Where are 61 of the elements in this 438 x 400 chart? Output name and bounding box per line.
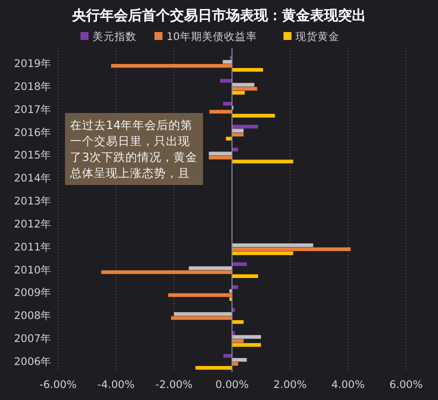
bar	[232, 243, 314, 248]
x-tick-label: -6.00%	[39, 379, 77, 391]
bar	[232, 124, 258, 128]
bar	[232, 343, 261, 347]
y-tick-label: 2012年	[14, 218, 52, 230]
x-tick-label: 2.00%	[273, 379, 307, 391]
legend-label: 美元指数	[92, 30, 136, 43]
bar	[208, 156, 232, 160]
y-tick-label: 2013年	[14, 196, 52, 208]
bar	[232, 308, 235, 312]
y-tick-label: 2006年	[14, 356, 52, 368]
bar	[232, 90, 245, 95]
x-tick-label: -4.00%	[97, 379, 135, 391]
bar	[232, 331, 235, 335]
bar	[232, 160, 294, 164]
bar	[111, 64, 232, 68]
bar	[232, 247, 351, 252]
bar	[232, 339, 244, 343]
legend-label: 现货黄金	[296, 30, 340, 43]
bar	[232, 68, 264, 72]
y-tick-label: 2015年	[14, 150, 52, 162]
bar	[222, 60, 232, 64]
legend-label: 10年期美债收益率	[166, 30, 257, 43]
y-tick-label: 2010年	[14, 264, 52, 276]
bar	[171, 316, 232, 320]
y-tick-label: 2011年	[14, 241, 52, 254]
bar	[101, 270, 232, 274]
y-tick-label: 2018年	[14, 80, 52, 93]
bar	[174, 312, 232, 316]
bar	[168, 293, 232, 297]
bar	[232, 251, 294, 256]
bar	[232, 274, 258, 278]
y-tick-label: 2008年	[14, 310, 52, 322]
x-tick-label: 6.00%	[389, 379, 423, 391]
bar	[232, 132, 244, 136]
chart-title: 央行年会后首个交易日市场表现：黄金表现突出	[71, 7, 366, 24]
bar	[232, 320, 244, 324]
bar	[232, 128, 244, 132]
y-tick-label: 2009年	[14, 287, 52, 300]
bar	[220, 78, 232, 83]
y-tick-label: 2014年	[14, 172, 52, 185]
y-tick-label: 2016年	[14, 126, 52, 139]
bar	[232, 114, 275, 118]
bar	[232, 86, 258, 91]
bar	[232, 358, 247, 362]
bar	[232, 285, 238, 289]
bar	[232, 82, 254, 87]
bar	[232, 335, 261, 339]
bar	[188, 266, 232, 270]
bar	[195, 366, 232, 370]
bar	[209, 110, 232, 114]
y-tick-label: 2019年	[14, 58, 52, 70]
y-tick-label: 2017年	[14, 104, 52, 116]
bar	[232, 262, 247, 266]
bar	[208, 152, 232, 156]
x-tick-label: 0.00%	[215, 379, 249, 391]
y-tick-label: 2007年	[14, 333, 52, 346]
bar	[232, 148, 238, 152]
x-tick-label: 4.00%	[331, 379, 365, 391]
annotation: 在过去14年年会后的第一个交易日里，只出现了3次下跌的情况，黄金总体呈现上涨态势，且	[65, 113, 203, 185]
x-tick-label: -2.00%	[155, 379, 193, 391]
